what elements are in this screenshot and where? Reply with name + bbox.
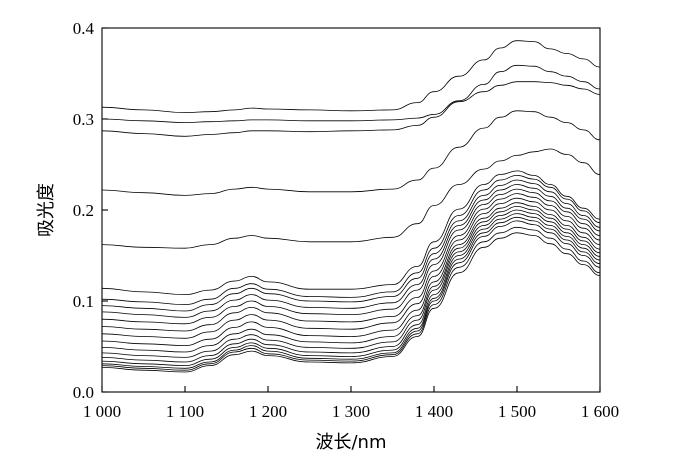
y-axis: 0.0 0.1 0.2 0.3 0.4 [73,19,108,402]
y-tick-label: 0.1 [73,292,94,311]
spectrum-line-7 [101,174,601,306]
spectrum-line-6 [101,170,601,296]
x-tick-label: 1 400 [415,402,453,421]
spectrum-line-2 [101,64,601,124]
x-tick-label: 1 600 [581,402,619,421]
plot-frame [101,27,601,393]
x-tick-label: 1 200 [249,402,287,421]
spectrum-line-8 [101,179,601,312]
spectrum-line-19 [101,226,601,371]
spectrum-line-11 [101,193,601,332]
x-tick-label: 1 000 [83,402,121,421]
spectrum-line-15 [101,209,601,358]
spectrum-line-5 [101,148,601,249]
spectrum-line-12 [101,197,601,339]
spectrum-line-17 [101,216,601,367]
y-axis-title: 吸光度 [36,183,57,237]
spectrum-line-16 [101,213,601,363]
spectrum-line-13 [101,202,601,347]
y-tick-label: 0.2 [73,201,94,220]
x-tick-label: 1 300 [332,402,370,421]
x-axis: 1 000 1 100 1 200 1 300 1 400 1 500 1 600 [83,386,619,421]
y-tick-label: 0.3 [73,110,94,129]
spectrum-line-20 [101,232,601,373]
spectrum-line-10 [101,188,601,325]
y-tick-label: 0.4 [73,19,95,38]
y-tick-label: 0.0 [73,383,94,402]
spectrum-line-4 [101,110,601,196]
spectrum-line-3 [101,81,601,137]
spectrum-line-14 [101,205,601,353]
spectrum-line-18 [101,220,601,369]
x-axis-title: 波长/nm [315,432,386,453]
spectrum-line-9 [101,184,601,318]
x-tick-label: 1 100 [166,402,204,421]
series-layer [101,40,601,373]
x-tick-label: 1 500 [498,402,536,421]
spectrum-line-1 [101,40,601,114]
